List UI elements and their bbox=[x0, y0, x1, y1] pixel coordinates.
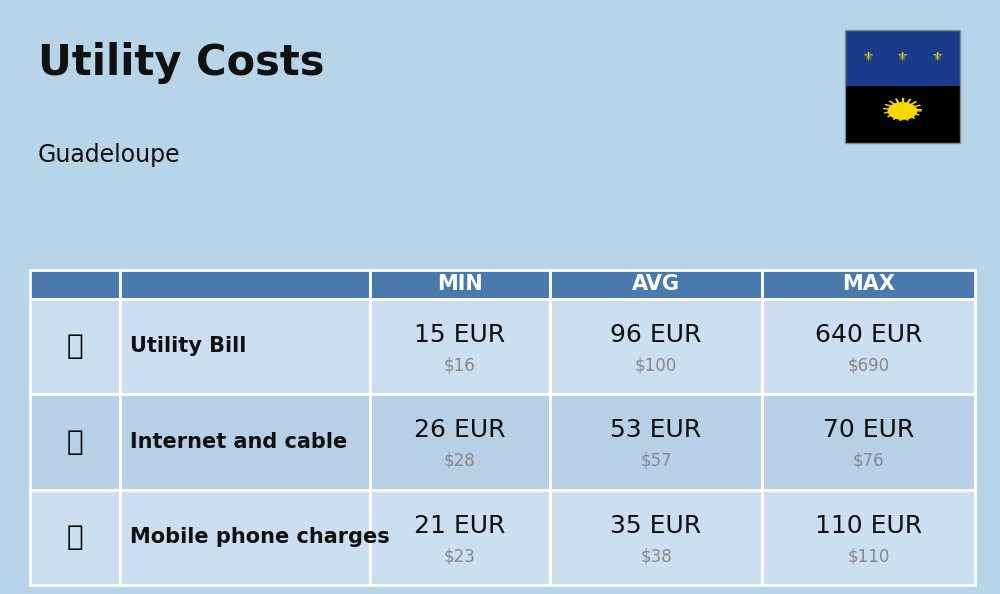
Bar bbox=[762, 394, 975, 489]
Bar bbox=[762, 489, 975, 585]
Text: Guadeloupe: Guadeloupe bbox=[38, 143, 181, 166]
Text: 110 EUR: 110 EUR bbox=[815, 514, 922, 538]
Text: $100: $100 bbox=[635, 356, 677, 374]
Text: $76: $76 bbox=[853, 452, 885, 470]
Bar bbox=[370, 270, 550, 299]
Text: $23: $23 bbox=[444, 548, 476, 565]
Circle shape bbox=[888, 102, 917, 120]
Bar bbox=[120, 394, 370, 489]
Text: 96 EUR: 96 EUR bbox=[610, 323, 702, 347]
Text: ⚜: ⚜ bbox=[862, 52, 874, 64]
Bar bbox=[370, 489, 550, 585]
Bar bbox=[120, 299, 370, 394]
Bar bbox=[889, 100, 895, 105]
Bar bbox=[906, 99, 911, 103]
Text: 70 EUR: 70 EUR bbox=[823, 418, 914, 443]
Bar bbox=[910, 101, 917, 105]
Text: $28: $28 bbox=[444, 452, 476, 470]
Text: ⚜: ⚜ bbox=[897, 52, 908, 64]
Bar bbox=[30, 394, 120, 489]
Bar bbox=[120, 270, 370, 299]
Text: Utility Bill: Utility Bill bbox=[130, 336, 246, 356]
Bar bbox=[762, 270, 975, 299]
Text: Utility Costs: Utility Costs bbox=[38, 42, 324, 84]
Bar bbox=[120, 489, 370, 585]
Bar bbox=[883, 108, 891, 110]
Bar bbox=[30, 299, 120, 394]
Text: Internet and cable: Internet and cable bbox=[130, 432, 347, 452]
Text: 🔌: 🔌 bbox=[67, 333, 83, 361]
Text: Mobile phone charges: Mobile phone charges bbox=[130, 527, 390, 547]
Bar bbox=[550, 270, 762, 299]
Bar bbox=[30, 489, 120, 585]
Bar bbox=[913, 105, 921, 108]
Bar bbox=[885, 104, 892, 107]
Bar bbox=[914, 109, 922, 110]
Text: 26 EUR: 26 EUR bbox=[414, 418, 506, 443]
Text: $57: $57 bbox=[640, 452, 672, 470]
Bar bbox=[550, 394, 762, 489]
Bar bbox=[370, 394, 550, 489]
Text: 640 EUR: 640 EUR bbox=[815, 323, 922, 347]
Bar bbox=[909, 115, 915, 119]
Text: MIN: MIN bbox=[437, 274, 483, 295]
Text: 21 EUR: 21 EUR bbox=[414, 514, 506, 538]
Bar bbox=[30, 270, 120, 299]
Text: AVG: AVG bbox=[632, 274, 680, 295]
Text: $690: $690 bbox=[848, 356, 890, 374]
Bar bbox=[912, 112, 920, 116]
Text: 📶: 📶 bbox=[67, 428, 83, 456]
Text: 15 EUR: 15 EUR bbox=[414, 323, 506, 347]
Bar bbox=[905, 116, 909, 121]
Bar bbox=[887, 113, 894, 118]
Bar bbox=[902, 98, 904, 102]
Bar bbox=[845, 30, 960, 143]
Bar bbox=[914, 110, 922, 112]
Bar bbox=[550, 299, 762, 394]
Bar bbox=[370, 299, 550, 394]
Text: $16: $16 bbox=[444, 356, 476, 374]
Bar bbox=[899, 116, 902, 121]
Bar bbox=[895, 99, 899, 103]
Text: MAX: MAX bbox=[842, 274, 895, 295]
Text: 35 EUR: 35 EUR bbox=[610, 514, 702, 538]
Text: 📱: 📱 bbox=[67, 523, 83, 551]
Bar bbox=[884, 111, 891, 113]
Bar bbox=[762, 299, 975, 394]
Bar bbox=[845, 30, 960, 143]
Bar bbox=[550, 489, 762, 585]
Bar bbox=[892, 115, 898, 120]
Text: $38: $38 bbox=[640, 548, 672, 565]
Text: 53 EUR: 53 EUR bbox=[610, 418, 702, 443]
Text: ⚜: ⚜ bbox=[931, 52, 943, 64]
Bar bbox=[845, 30, 960, 86]
Text: $110: $110 bbox=[848, 548, 890, 565]
